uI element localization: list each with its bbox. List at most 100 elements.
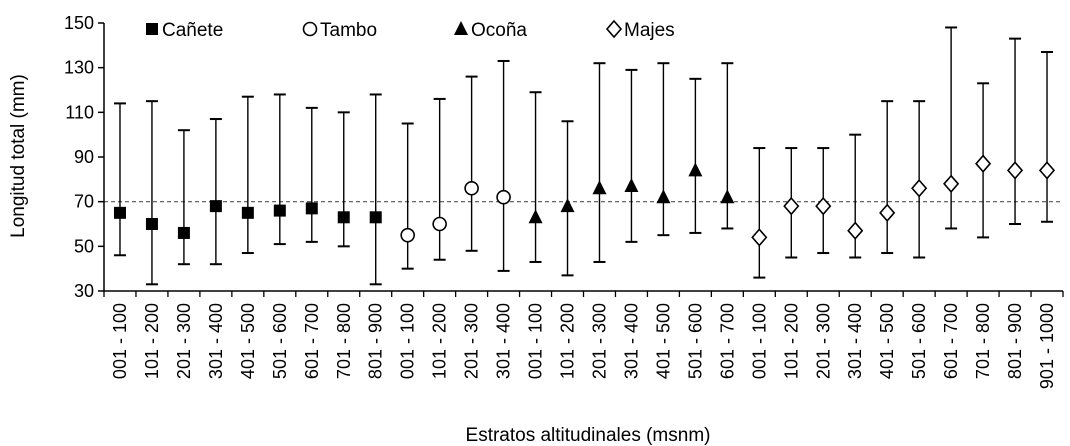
data-point-group [975,82,992,239]
x-tick-label: 401 - 500 [238,303,258,379]
x-tick-label: 001 - 100 [398,303,418,379]
x-axis-label: Estratos altitudinales (msnm) [466,425,711,446]
data-point-group [400,122,415,270]
data-point-group [911,100,928,259]
data-point [464,180,479,196]
data-point-group [464,75,479,252]
data-point-group [241,95,254,255]
legend-marker [302,21,318,37]
x-tick-label: 601 - 700 [717,303,737,379]
data-point [209,200,222,213]
y-tick-label: 30 [74,281,94,301]
y-axis-label: Longitud total (mm) [8,74,29,238]
data-point-group [592,62,607,263]
data-point-group [656,62,671,237]
x-tick-label: 301 - 400 [845,303,865,379]
y-tick-label: 150 [64,13,94,33]
legend-item: Cañete [146,20,223,41]
data-point [720,189,735,204]
legend-label: Ocoña [471,20,527,41]
y-tick-label: 50 [74,236,94,256]
data-point-group [432,97,447,261]
data-point [496,189,511,205]
data-point [400,227,415,243]
data-point-group [1038,51,1056,223]
data-point-group [688,77,703,234]
x-tick-label: 401 - 500 [653,303,673,379]
x-tick-label: 301 - 400 [494,303,514,379]
data-point [1006,161,1024,180]
x-tick-label: 301 - 400 [206,303,226,379]
data-point-group [528,91,543,263]
x-tick-label: 501 - 600 [909,303,929,379]
x-tick-label: 101 - 200 [430,303,450,379]
x-tick-label: 401 - 500 [877,303,897,379]
data-point [432,216,447,232]
data-point-group [496,59,511,272]
x-tick-label: 101 - 200 [558,303,578,379]
x-tick-label: 001 - 100 [749,303,769,379]
x-tick-label: 101 - 200 [142,303,162,379]
data-point-group [879,100,896,255]
data-point [145,218,158,230]
data-point-group [751,147,768,279]
data-point [879,203,896,223]
data-point-group [145,100,158,286]
data-point-group [720,62,735,230]
x-tick-label: 201 - 300 [813,303,833,379]
x-tick-label: 501 - 600 [685,303,705,379]
data-point [943,174,960,194]
x-tick-label: 801 - 900 [1005,303,1025,379]
data-point [783,196,800,216]
data-point-group [305,106,318,243]
legend-marker [605,19,623,39]
data-point [688,162,703,177]
legend-label: Cañete [162,20,223,41]
x-tick-label: 201 - 300 [462,303,482,379]
data-point [305,202,318,215]
x-tick-label: 101 - 200 [781,303,801,379]
data-point-group [273,93,286,246]
legend-label: Majes [624,20,675,41]
x-tick-label: 001 - 100 [526,303,546,379]
legend-label: Tambo [320,20,377,41]
data-point-group [847,133,864,259]
x-tick-label: 601 - 700 [302,303,322,379]
data-point [369,211,382,224]
data-point-group [943,26,960,230]
data-point [751,228,768,247]
x-tick-label: 801 - 900 [366,303,386,379]
data-point [1038,161,1056,180]
data-point-group [560,120,575,277]
x-tick-label: 701 - 800 [334,303,354,379]
data-point-group [624,68,639,243]
data-point [656,189,671,204]
legend-marker [146,23,158,35]
data-point-group [337,111,350,248]
x-tick-label: 001 - 100 [110,303,130,379]
x-tick-label: 701 - 800 [973,303,993,379]
data-point [592,180,607,195]
data-point-group [177,129,190,266]
data-point-group [209,118,222,266]
x-tick-label: 501 - 600 [270,303,290,379]
y-tick-label: 130 [64,58,94,78]
data-point [528,209,543,224]
data-point [177,226,190,239]
plot-area: 30 50 70 90 110 130 150 001 - 100 101 - 200 201 -… [64,13,1064,389]
data-point-group [815,147,832,255]
legend-item: Ocoña [454,20,527,41]
x-tick-label: 301 - 400 [621,303,641,379]
x-tick-label: 901 - 1000 [1037,303,1057,389]
data-point [911,179,928,198]
legend-item: Tambo [302,20,377,41]
data-point [113,206,126,219]
data-point-group [113,102,126,257]
data-point [975,154,992,173]
x-tick-label: 201 - 300 [589,303,609,379]
data-point [560,198,575,213]
y-tick-label: 90 [74,147,94,167]
data-point [847,221,864,240]
y-tick-label: 70 [74,192,94,212]
